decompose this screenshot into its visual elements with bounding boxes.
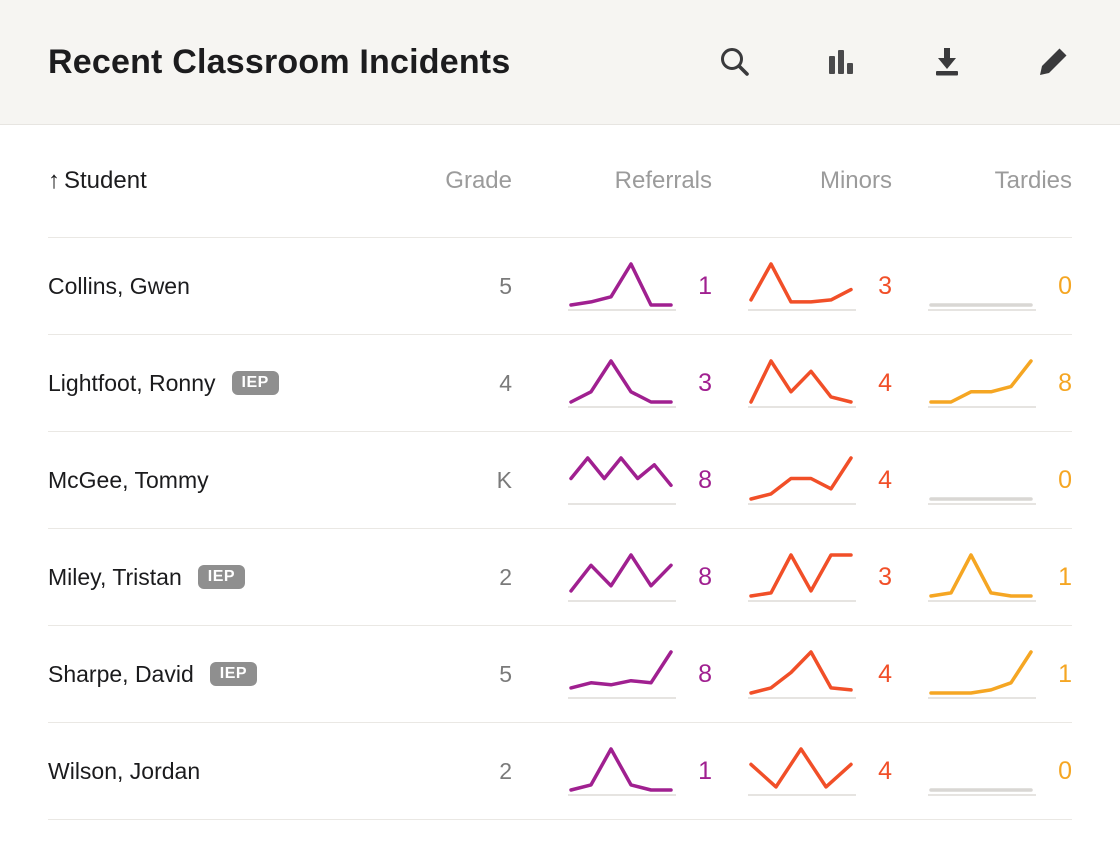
sparkline-chart — [748, 262, 856, 311]
table-row[interactable]: Collins, Gwen 5 1 3 0 — [48, 237, 1072, 334]
table-body: Collins, Gwen 5 1 3 0 Lightfoot, Ronny IEP 4 3 4 8… — [48, 237, 1072, 820]
student-name: Collins, Gwen — [48, 272, 190, 299]
referrals-cell: 8 — [512, 451, 712, 509]
minors-value: 4 — [878, 659, 892, 688]
referrals-value: 3 — [698, 368, 712, 397]
referrals-cell: 8 — [512, 645, 712, 703]
referrals-value: 8 — [698, 465, 712, 494]
table-row[interactable]: McGee, Tommy K 8 4 0 — [48, 431, 1072, 528]
sparkline-chart — [928, 650, 1036, 699]
tardies-value: 0 — [1058, 465, 1072, 494]
sparkline-chart — [748, 747, 856, 796]
minors-cell: 4 — [712, 354, 892, 412]
tardies-value: 1 — [1058, 659, 1072, 688]
tardies-value: 0 — [1058, 271, 1072, 300]
student-cell: Sharpe, David IEP — [48, 661, 442, 688]
minors-cell: 4 — [712, 742, 892, 800]
minors-value: 3 — [878, 271, 892, 300]
tardies-cell: 1 — [892, 645, 1072, 703]
grade-cell: 2 — [499, 563, 512, 590]
student-cell: Wilson, Jordan — [48, 758, 442, 785]
column-header-referrals[interactable]: Referrals — [614, 167, 712, 194]
minors-cell: 4 — [712, 451, 892, 509]
tardies-cell: 0 — [892, 742, 1072, 800]
student-name: Sharpe, David — [48, 660, 194, 687]
sparkline-chart — [568, 456, 676, 505]
sparkline-chart — [928, 359, 1036, 408]
iep-badge: IEP — [231, 371, 279, 395]
iep-badge: IEP — [209, 662, 258, 686]
table-row[interactable]: Lightfoot, Ronny IEP 4 3 4 8 — [48, 334, 1072, 431]
tardies-value: 0 — [1058, 756, 1072, 785]
minors-value: 4 — [878, 756, 892, 785]
table-header-row: ↑ Student Grade Referrals Minors Tardies — [48, 125, 1072, 237]
minors-value: 4 — [878, 465, 892, 494]
sparkline-chart — [568, 650, 676, 699]
tardies-value: 1 — [1058, 562, 1072, 591]
page-title: Recent Classroom Incidents — [48, 42, 511, 81]
sparkline-chart — [568, 747, 676, 796]
column-header-grade[interactable]: Grade — [445, 167, 512, 194]
grade-cell: 4 — [499, 369, 512, 396]
referrals-cell: 1 — [512, 742, 712, 800]
tardies-cell: 0 — [892, 451, 1072, 509]
minors-cell: 3 — [712, 257, 892, 315]
student-cell: McGee, Tommy — [48, 467, 442, 494]
student-cell: Collins, Gwen — [48, 273, 442, 300]
minors-cell: 3 — [712, 548, 892, 606]
incidents-table: ↑ Student Grade Referrals Minors Tardies… — [0, 125, 1120, 820]
sparkline-chart — [748, 650, 856, 699]
toolbar — [716, 43, 1072, 81]
referrals-cell: 3 — [512, 354, 712, 412]
table-row[interactable]: Miley, Tristan IEP 2 8 3 1 — [48, 528, 1072, 625]
sparkline-chart — [928, 553, 1036, 602]
grade-cell: 5 — [499, 660, 512, 687]
referrals-value: 1 — [698, 756, 712, 785]
sparkline-chart — [928, 303, 1036, 311]
minors-cell: 4 — [712, 645, 892, 703]
tardies-cell: 8 — [892, 354, 1072, 412]
student-name: Lightfoot, Ronny — [48, 369, 216, 396]
student-name: McGee, Tommy — [48, 466, 209, 493]
top-bar: Recent Classroom Incidents — [0, 0, 1120, 125]
tardies-cell: 0 — [892, 257, 1072, 315]
sparkline-chart — [568, 553, 676, 602]
grade-cell: K — [496, 466, 512, 493]
iep-badge: IEP — [197, 565, 246, 589]
bar-chart-icon[interactable] — [822, 43, 860, 81]
sparkline-chart — [928, 788, 1036, 796]
referrals-value: 1 — [698, 271, 712, 300]
sort-ascending-icon: ↑ — [48, 167, 60, 194]
column-header-tardies[interactable]: Tardies — [994, 167, 1072, 194]
edit-icon[interactable] — [1034, 43, 1072, 81]
table-row[interactable]: Sharpe, David IEP 5 8 4 1 — [48, 625, 1072, 722]
grade-cell: 2 — [499, 757, 512, 784]
student-name: Wilson, Jordan — [48, 757, 201, 784]
column-header-minors[interactable]: Minors — [819, 167, 892, 194]
minors-value: 3 — [878, 562, 892, 591]
sparkline-chart — [568, 262, 676, 311]
minors-value: 4 — [878, 368, 892, 397]
student-cell: Miley, Tristan IEP — [48, 564, 442, 591]
sparkline-chart — [928, 497, 1036, 505]
search-icon[interactable] — [716, 43, 754, 81]
download-icon[interactable] — [928, 43, 966, 81]
referrals-cell: 1 — [512, 257, 712, 315]
referrals-cell: 8 — [512, 548, 712, 606]
tardies-cell: 1 — [892, 548, 1072, 606]
column-header-student[interactable]: ↑ Student — [48, 167, 442, 195]
tardies-value: 8 — [1058, 368, 1072, 397]
referrals-value: 8 — [698, 659, 712, 688]
sparkline-chart — [748, 359, 856, 408]
student-name: Miley, Tristan — [48, 563, 182, 590]
column-header-student-label: Student — [64, 167, 147, 194]
sparkline-chart — [748, 553, 856, 602]
grade-cell: 5 — [499, 272, 512, 299]
student-cell: Lightfoot, Ronny IEP — [48, 370, 442, 397]
sparkline-chart — [568, 359, 676, 408]
table-row[interactable]: Wilson, Jordan 2 1 4 0 — [48, 722, 1072, 820]
sparkline-chart — [748, 456, 856, 505]
referrals-value: 8 — [698, 562, 712, 591]
